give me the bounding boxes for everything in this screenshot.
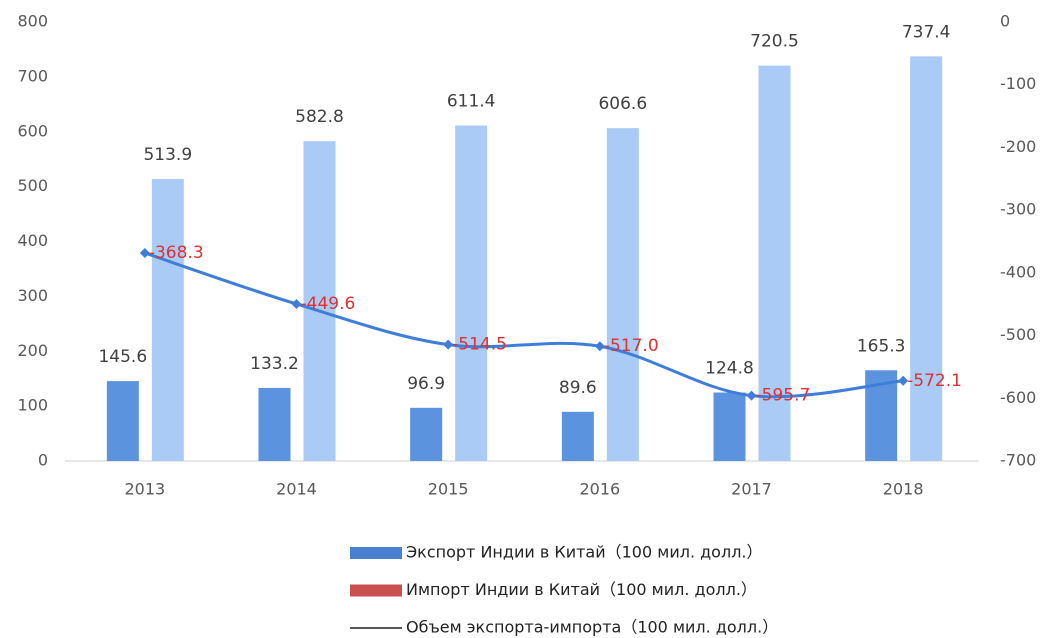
data-label: -572.1	[907, 371, 962, 391]
y-tick-label: 0	[38, 451, 48, 470]
y-tick-label: 100	[17, 396, 48, 415]
data-label: 737.4	[902, 22, 951, 42]
bar	[106, 381, 139, 461]
y2-tick-label: -200	[1000, 137, 1036, 156]
legend-label: Импорт Индии в Китай（100 мил. долл.）	[406, 580, 757, 599]
data-label: -517.0	[604, 336, 659, 356]
bar	[561, 411, 594, 461]
y2-tick-label: -400	[1000, 262, 1036, 281]
y2-tick-label: -700	[1000, 451, 1036, 470]
bar	[258, 387, 291, 461]
bar	[410, 407, 443, 461]
line	[144, 251, 904, 399]
y2-tick-label: -300	[1000, 200, 1036, 219]
bar	[606, 128, 639, 462]
y-tick-label: 800	[17, 12, 48, 31]
data-label: 582.8	[295, 107, 344, 127]
line-marker	[291, 298, 302, 309]
data-label: 606.6	[598, 94, 647, 114]
data-label: -514.5	[452, 335, 507, 355]
y2-tick-label: -500	[1000, 325, 1036, 344]
x-tick-label: 2018	[883, 480, 924, 499]
bar	[303, 141, 336, 461]
data-label: -368.3	[149, 243, 204, 263]
data-label: 133.2	[250, 354, 299, 374]
y2-tick-label: -100	[1000, 74, 1036, 93]
line-marker	[746, 390, 757, 401]
line-marker	[898, 375, 909, 386]
x-tick-label: 2015	[428, 480, 469, 499]
data-label: 89.6	[559, 378, 597, 398]
x-tick-label: 2014	[276, 480, 317, 499]
line-marker	[139, 247, 150, 258]
bar	[910, 56, 943, 462]
y2-tick-label: -600	[1000, 388, 1036, 407]
data-label: 611.4	[447, 91, 496, 111]
y-tick-label: 600	[17, 121, 48, 140]
y-tick-label: 200	[17, 341, 48, 360]
bar	[151, 178, 184, 461]
data-label: 165.3	[857, 336, 906, 356]
data-label: -449.6	[301, 294, 356, 314]
legend-label: Экспорт Индии в Китай（100 мил. долл.）	[406, 543, 763, 562]
y-tick-label: 400	[17, 231, 48, 250]
legend-swatch	[350, 547, 402, 559]
x-tick-label: 2013	[124, 480, 165, 499]
data-label: 96.9	[407, 374, 445, 394]
bar	[713, 392, 746, 461]
x-tick-label: 2016	[579, 480, 620, 499]
data-label: -595.7	[756, 386, 811, 406]
bar	[455, 125, 488, 461]
data-label: 720.5	[750, 32, 799, 52]
data-label: 145.6	[98, 347, 147, 367]
line-marker	[443, 339, 454, 350]
y-tick-label: 300	[17, 286, 48, 305]
legend-label: Объем экспорта-импорта（100 мил. долл.）	[406, 618, 778, 637]
y-tick-label: 700	[17, 66, 48, 85]
legend-swatch	[350, 584, 402, 597]
x-tick-label: 2017	[731, 480, 772, 499]
y2-tick-label: 0	[1000, 12, 1010, 31]
data-label: 124.8	[705, 359, 754, 379]
y-tick-label: 500	[17, 176, 48, 195]
data-label: 513.9	[143, 145, 192, 165]
line-marker	[594, 341, 605, 352]
